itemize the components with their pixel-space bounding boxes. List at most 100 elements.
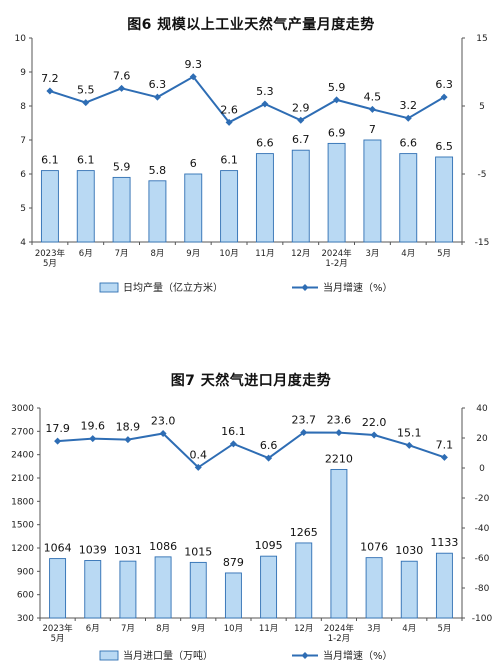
bar — [435, 552, 453, 619]
left-axis-tick-label: 9 — [20, 68, 26, 78]
legend-bar-label: 当月进口量（万吨） — [123, 649, 213, 662]
right-axis-tick-label: 5 — [479, 102, 485, 112]
bar-data-label: 6.7 — [292, 133, 310, 146]
line-point — [333, 96, 341, 104]
legend-line-marker — [301, 284, 309, 291]
bar — [112, 176, 131, 243]
bar-data-label: 1095 — [255, 539, 283, 552]
line-data-label: 23.6 — [327, 414, 352, 427]
line-point — [82, 99, 90, 107]
line-point — [370, 431, 378, 439]
line-data-label: 2.9 — [292, 101, 310, 114]
bar-data-label: 6.6 — [400, 137, 418, 150]
line-point — [194, 463, 202, 471]
x-axis-tick-label: 4月 — [401, 249, 415, 259]
line-data-label: 7.6 — [113, 69, 131, 82]
bar — [327, 142, 346, 243]
bar — [76, 170, 95, 243]
line-point — [229, 440, 237, 448]
bar — [220, 170, 239, 243]
x-axis-tick-label: 3月 — [365, 249, 379, 259]
line-point — [46, 87, 54, 95]
bar-data-label: 1076 — [360, 541, 388, 554]
bar-data-label: 6 — [190, 157, 197, 170]
x-axis-tick-label: 2024年 1-2月 — [322, 248, 353, 269]
chart-panel-gas-production: 图6 规模以上工业天然气产量月度走势 4 5 6 7 8 9 10 -15 -5 5 15 2023年… — [0, 0, 502, 320]
bar — [119, 560, 137, 619]
x-axis-tick-label: 12月 — [291, 249, 310, 259]
line-data-label: 5.5 — [77, 84, 95, 97]
growth-line — [57, 431, 445, 469]
x-axis-tick-label: 2023年 5月 — [43, 623, 74, 644]
line-point — [300, 428, 308, 436]
bar-data-label: 1086 — [149, 540, 177, 553]
growth-line — [49, 75, 445, 124]
left-axis-tick-label: 2700 — [11, 427, 34, 437]
line-data-label: 23.7 — [292, 413, 317, 426]
left-axis-tick-label: 300 — [17, 614, 34, 624]
line-data-label: 2.6 — [220, 103, 238, 116]
x-axis-tick-label: 12月 — [294, 624, 313, 634]
legend-bar-swatch — [99, 282, 119, 293]
bar-data-label: 879 — [223, 556, 244, 569]
right-axis-tick-label: 0 — [479, 464, 485, 474]
line-point — [297, 116, 305, 124]
right-axis-tick-label: -5 — [478, 170, 487, 180]
bar — [154, 556, 172, 619]
bar — [399, 153, 418, 243]
legend-bar-label: 日均产量（亿立方米） — [123, 281, 223, 294]
left-axis-tick-label: 2100 — [11, 474, 34, 484]
left-axis-tick-label: 600 — [17, 591, 34, 601]
right-axis-tick-label: -15 — [475, 238, 490, 248]
x-axis-tick-label: 7月 — [121, 624, 135, 634]
line-point — [225, 118, 233, 126]
bar-data-label: 1030 — [395, 544, 423, 557]
bar — [363, 139, 382, 243]
bar-data-label: 1039 — [79, 544, 107, 557]
line-point — [189, 73, 197, 81]
left-axis-tick-label: 3000 — [11, 404, 34, 414]
right-axis-tick-label: 20 — [476, 434, 488, 444]
x-axis-tick-label: 4月 — [402, 624, 416, 634]
line-point — [368, 105, 376, 113]
line-data-label: 5.9 — [328, 81, 346, 94]
bar-data-label: 1015 — [184, 545, 212, 558]
bar — [148, 180, 167, 243]
bar — [40, 170, 59, 243]
line-point — [405, 441, 413, 449]
line-point — [265, 454, 273, 462]
right-axis-tick-label: -40 — [475, 524, 490, 534]
legend-line-label: 当月增速（%） — [323, 281, 393, 294]
bar-data-label: 6.6 — [256, 137, 274, 150]
bar-data-label: 1031 — [114, 544, 142, 557]
line-point — [124, 436, 132, 444]
x-axis-tick-label: 8月 — [150, 249, 164, 259]
line-data-label: 6.6 — [260, 439, 278, 452]
bar-data-label: 5.9 — [113, 160, 131, 173]
line-data-label: 23.0 — [151, 415, 176, 428]
x-axis-tick-label: 9月 — [191, 624, 205, 634]
x-axis-tick-label: 6月 — [86, 624, 100, 634]
legend-bar-swatch — [99, 650, 119, 661]
bar — [184, 173, 203, 243]
bar — [224, 572, 242, 619]
line-data-label: 22.0 — [362, 416, 387, 429]
line-point — [159, 430, 167, 437]
left-axis-tick-label: 1200 — [11, 544, 34, 554]
bar — [189, 561, 207, 619]
left-axis-tick-label: 2400 — [11, 451, 34, 461]
line-point — [261, 100, 269, 108]
line-data-label: 16.1 — [221, 425, 246, 438]
bar — [295, 542, 313, 619]
bar — [255, 153, 274, 243]
x-axis-tick-label: 9月 — [186, 249, 200, 259]
bar-data-label: 6.1 — [41, 154, 59, 167]
bar — [365, 557, 383, 619]
line-data-label: 9.3 — [185, 58, 203, 71]
bar-data-label: 6.1 — [220, 154, 238, 167]
bar-data-label: 6.9 — [328, 126, 346, 139]
left-axis-tick-label: 1800 — [11, 497, 34, 507]
left-axis-tick-label: 7 — [20, 136, 26, 146]
right-axis-tick-label: -20 — [475, 494, 490, 504]
left-axis-tick-label: 10 — [15, 34, 27, 44]
